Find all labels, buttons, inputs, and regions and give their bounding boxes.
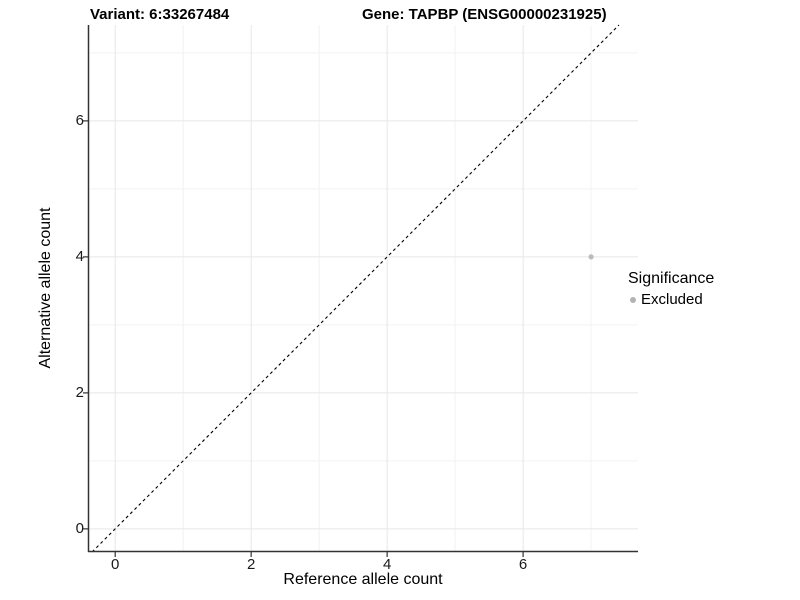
- x-axis-title: Reference allele count: [283, 571, 443, 588]
- plot-title-gene: Gene: TAPBP (ENSG00000231925): [362, 6, 607, 23]
- x-tick-label: 2: [246, 556, 256, 573]
- excluded-point-icon: [630, 296, 636, 303]
- y-tick-label: 4: [75, 247, 84, 265]
- legend-entry-excluded: Excluded: [630, 291, 714, 308]
- y-tick-label: 0: [75, 519, 84, 537]
- legend-entry-label: Excluded: [641, 291, 703, 308]
- x-tick-label: 0: [111, 556, 120, 573]
- plot-area-svg: [83, 24, 638, 557]
- identity-dashed-line: [91, 24, 620, 553]
- plot-title-variant: Variant: 6:33267484: [90, 6, 230, 23]
- legend: Significance Excluded: [628, 270, 714, 308]
- x-tick-label: 4: [382, 556, 392, 573]
- plot-panel: [83, 24, 638, 557]
- y-tick-label: 2: [75, 383, 84, 401]
- y-axis-title: Alternative allele count: [37, 207, 54, 369]
- legend-title: Significance: [628, 270, 715, 287]
- y-tick-label: 6: [75, 111, 84, 129]
- x-tick-label: 6: [518, 556, 528, 573]
- data-point-excluded: [588, 254, 594, 260]
